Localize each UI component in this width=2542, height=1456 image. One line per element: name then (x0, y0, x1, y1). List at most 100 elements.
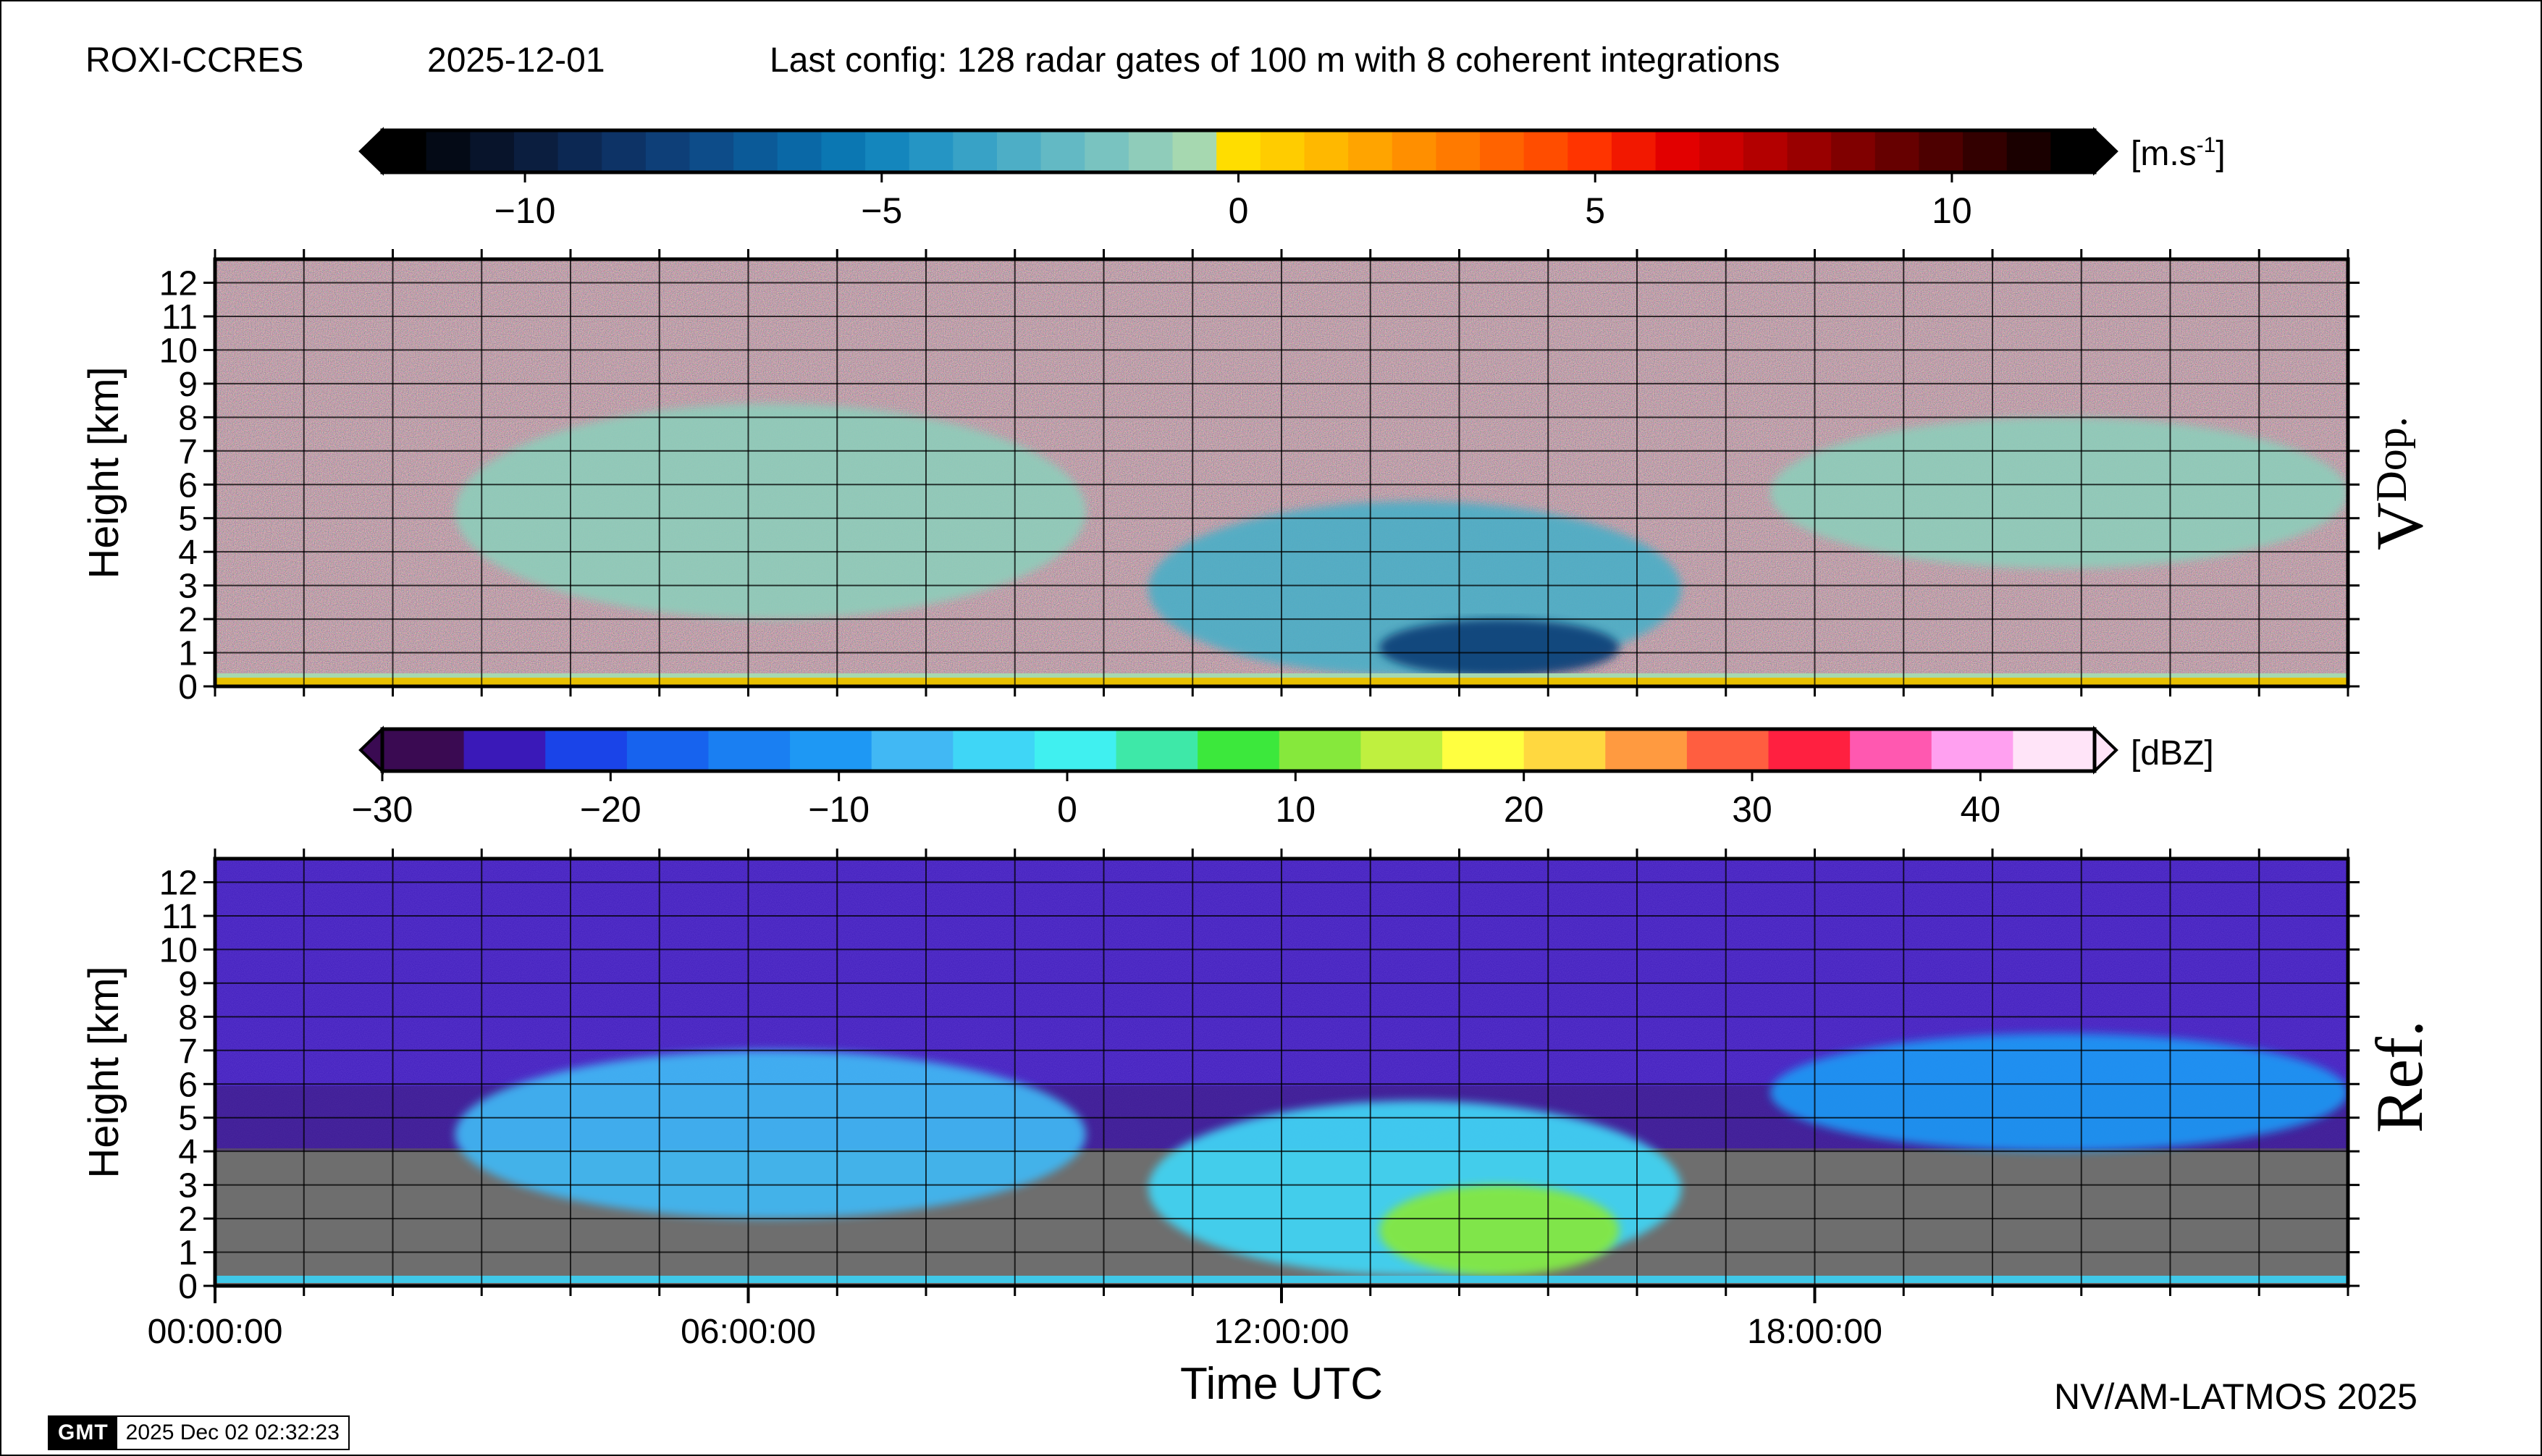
reflectivity-colorbar-unit: [dBZ] (2131, 734, 2214, 773)
y-tick-label: 10 (159, 931, 198, 969)
x-tick-label: 12:00:00 (1214, 1313, 1350, 1351)
colorbar-swatch (1523, 130, 1569, 172)
colorbar-swatch (1348, 130, 1393, 172)
colorbar-swatch (1034, 729, 1117, 771)
station-label: ROXI-CCRES (85, 41, 304, 80)
y-tick-label: 8 (178, 998, 198, 1037)
colorbar-tick-label: 5 (1585, 190, 1605, 231)
colorbar-swatch (645, 130, 691, 172)
cloud-region (1770, 417, 2348, 569)
colorbar-swatch (1699, 130, 1744, 172)
x-tick-label: 06:00:00 (681, 1313, 816, 1351)
y-tick-label: 9 (178, 965, 198, 1003)
colorbar-tick-label: 40 (1961, 789, 2001, 830)
colorbar-swatch (626, 729, 710, 771)
colorbar-swatch (513, 130, 559, 172)
y-tick-label: 0 (178, 1268, 198, 1306)
time-x-ticks: 00:00:00 06:00:00 12:00:00 18:00:00 (148, 249, 2349, 1351)
x-axis-label: Time UTC (1180, 1359, 1383, 1409)
y-tick-label: 3 (178, 1167, 198, 1205)
reflectivity-y-axis-label: Height [km] (80, 966, 127, 1178)
doppler-colorbar (358, 127, 2118, 176)
colorbar-swatch (545, 729, 628, 771)
colorbar-swatch (909, 130, 954, 172)
y-tick-label: 7 (178, 433, 198, 471)
x-tick-label: 00:00:00 (148, 1313, 283, 1351)
doppler-panel-label: VDop. (2362, 416, 2436, 550)
y-tick-label: 1 (178, 1234, 198, 1273)
colorbar-swatch (865, 130, 910, 172)
colorbar-swatch (1831, 130, 1876, 172)
cloud-region (1770, 1033, 2348, 1152)
colorbar-swatch (1850, 729, 1932, 771)
colorbar-swatch (1392, 130, 1437, 172)
colorbar-tick-label: −5 (861, 190, 902, 231)
y-tick-label: 4 (178, 534, 198, 572)
colorbar-swatch (1919, 130, 1964, 172)
colorbar-tick-label: −10 (494, 190, 556, 231)
reflectivity-colorbar-ticks: −30 −20 −10 0 10 20 30 40 (352, 771, 2001, 830)
colorbar-swatch (689, 130, 734, 172)
colorbar-swatch (1128, 130, 1174, 172)
colorbar-swatch (1768, 729, 1851, 771)
colorbar-high-arrow (2093, 127, 2118, 176)
colorbar-tick-label: 0 (1229, 190, 1249, 231)
y-tick-label: 7 (178, 1032, 198, 1071)
colorbar-low-arrow (358, 127, 384, 176)
colorbar-swatch (1436, 130, 1481, 172)
credit-label: NV/AM-LATMOS 2025 (2053, 1376, 2417, 1417)
colorbar-swatch (1605, 729, 1688, 771)
colorbar-swatch (1279, 729, 1362, 771)
colorbar-swatch (1480, 130, 1525, 172)
reflectivity-colorbar (358, 725, 2118, 775)
cloud-region (1379, 1184, 1620, 1276)
config-label: Last config: 128 radar gates of 100 m wi… (770, 41, 1780, 80)
colorbar-swatch (790, 729, 872, 771)
y-tick-label: 4 (178, 1133, 198, 1171)
colorbar-swatch (557, 130, 603, 172)
y-tick-label: 6 (178, 1066, 198, 1104)
y-tick-label: 12 (159, 864, 198, 903)
y-tick-label: 0 (178, 668, 198, 707)
x-tick-label: 18:00:00 (1747, 1313, 1882, 1351)
doppler-colorbar-unit: [m.s-1] (2131, 133, 2226, 173)
colorbar-tick-label: −20 (580, 789, 641, 830)
y-tick-label: 11 (161, 898, 198, 936)
colorbar-low-arrow (358, 725, 384, 775)
colorbar-swatch (821, 130, 866, 172)
colorbar-swatch (996, 130, 1042, 172)
colorbar-swatch (1963, 130, 2008, 172)
y-tick-label: 2 (178, 1200, 198, 1239)
colorbar-swatch (1523, 729, 1607, 771)
colorbar-swatch (1304, 130, 1349, 172)
colorbar-swatch (1743, 130, 1788, 172)
cloud-region (455, 403, 1086, 620)
colorbar-swatch (1040, 130, 1086, 172)
colorbar-swatch (1611, 130, 1657, 172)
colorbar-swatch (2050, 130, 2095, 172)
y-tick-label: 1 (178, 635, 198, 673)
doppler-colorbar-ticks: −10 −5 0 5 10 (494, 172, 1972, 231)
date-label: 2025-12-01 (427, 41, 605, 80)
y-tick-label: 9 (178, 366, 198, 404)
y-tick-label: 3 (178, 568, 198, 606)
colorbar-swatch (470, 130, 515, 172)
colorbar-swatch (953, 130, 998, 172)
reflectivity-panel-label: Ref. (2362, 1020, 2436, 1133)
colorbar-tick-label: 10 (1276, 789, 1316, 830)
colorbar-swatch (1567, 130, 1612, 172)
colorbar-frame (380, 727, 2097, 773)
y-tick-label: 8 (178, 399, 198, 437)
colorbar-swatch (1198, 729, 1280, 771)
colorbar-swatch (1655, 130, 1701, 172)
y-tick-label: 10 (159, 332, 198, 370)
gmt-logo: GMT (49, 1417, 117, 1449)
colorbar-swatch (1172, 130, 1217, 172)
colorbar-swatch (2013, 729, 2095, 771)
colorbar-swatch (463, 729, 547, 771)
cloud-region (1379, 619, 1620, 677)
